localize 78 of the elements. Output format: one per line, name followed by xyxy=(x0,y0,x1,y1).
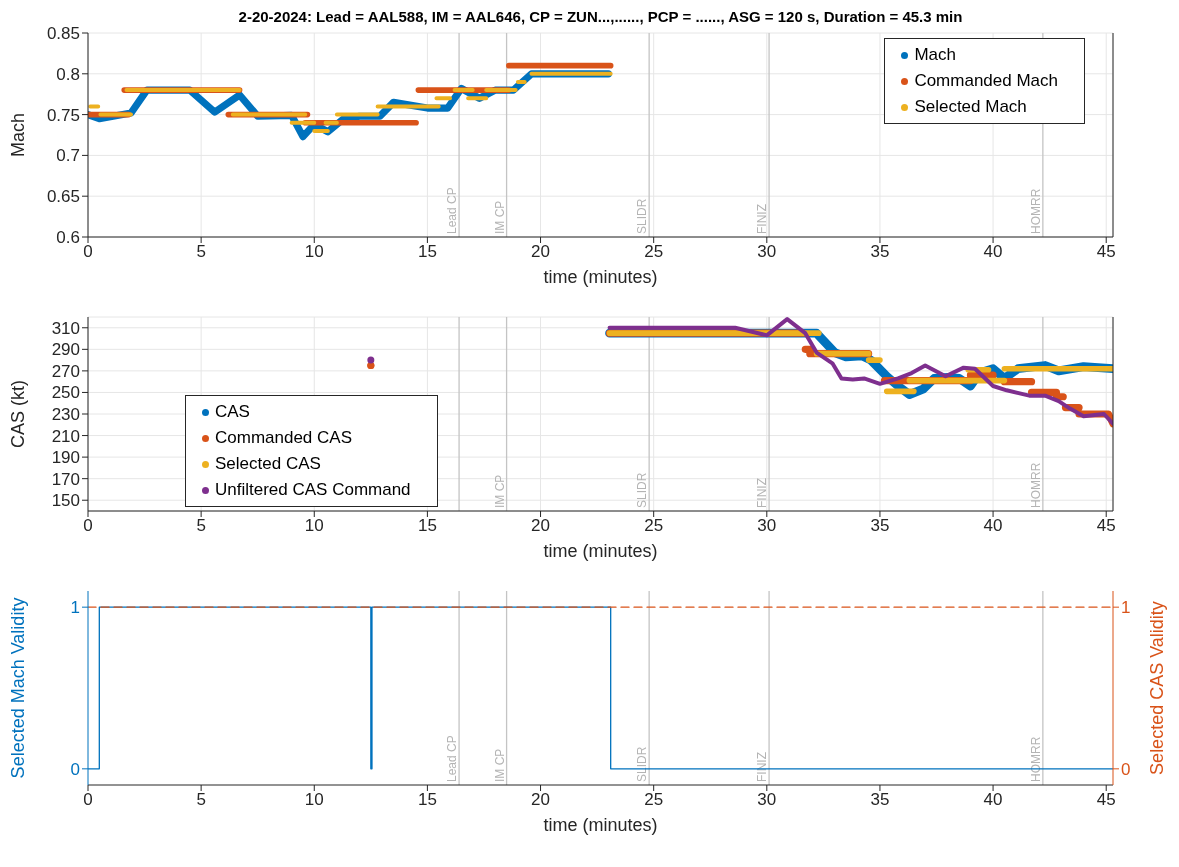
x-tick-label: 5 xyxy=(196,516,206,536)
x-tick-label: 0 xyxy=(83,516,93,536)
x-tick-label: 45 xyxy=(1096,242,1116,262)
x-tick-label: 20 xyxy=(531,242,550,262)
y-tick-label: 0.85 xyxy=(46,24,80,44)
x-tick-label: 45 xyxy=(1096,790,1116,810)
legend-label: Commanded CAS xyxy=(215,428,353,447)
x-tick-label: 20 xyxy=(531,516,550,536)
ref-line-label: FINIZ xyxy=(755,752,770,782)
y-tick-label: 270 xyxy=(51,361,80,381)
x-tick-label: 30 xyxy=(757,242,777,262)
x-tick-label: 20 xyxy=(531,790,550,810)
y-axis-title: CAS (kt) xyxy=(8,379,29,449)
legend-label: Selected Mach xyxy=(914,97,1027,116)
y-tick-label: 150 xyxy=(51,491,80,511)
ref-line-label: SLIDR xyxy=(635,746,650,782)
ref-line-label: Lead CP xyxy=(445,187,460,234)
y-axis-title: Mach xyxy=(8,112,29,158)
legend-label: Selected CAS xyxy=(215,454,321,473)
x-tick-label: 40 xyxy=(983,516,1003,536)
y-tick-label: 0.65 xyxy=(46,187,80,207)
ref-line-label: IM CP xyxy=(492,200,507,234)
x-axis-title: time (minutes) xyxy=(543,541,658,561)
legend-label: CAS xyxy=(215,402,250,421)
y-tick-label: 190 xyxy=(51,448,80,468)
y-tick-label: 0.6 xyxy=(56,228,80,248)
y-tick-label: 0 xyxy=(70,759,80,779)
x-tick-label: 25 xyxy=(644,790,664,810)
y-tick-label: 230 xyxy=(51,405,80,425)
x-tick-label: 30 xyxy=(757,516,777,536)
x-tick-label: 15 xyxy=(417,242,437,262)
x-axis-title: time (minutes) xyxy=(543,815,658,835)
y2-tick-label: 0 xyxy=(1121,759,1131,779)
x-tick-label: 15 xyxy=(417,516,437,536)
ref-line-label: IM CP xyxy=(492,474,507,508)
y2-tick-label: 1 xyxy=(1121,598,1131,618)
x-tick-label: 25 xyxy=(644,242,664,262)
y-tick-label: 1 xyxy=(70,598,80,618)
ref-line-label: HOMRR xyxy=(1028,188,1043,234)
y-tick-label: 250 xyxy=(51,383,80,403)
ref-line-label: IM CP xyxy=(492,748,507,782)
x-tick-label: 35 xyxy=(870,790,890,810)
chart-title: 2-20-2024: Lead = AAL588, IM = AAL646, CP = ZUN...,......, PCP = ......, ASG = 120 s, Duration = 45.3 min xyxy=(237,8,964,25)
x-tick-label: 25 xyxy=(644,516,664,536)
y2-axis-title: Selected CAS Validity xyxy=(1147,601,1168,775)
y-tick-label: 290 xyxy=(51,340,80,360)
x-tick-label: 0 xyxy=(83,242,93,262)
ref-line-label: HOMRR xyxy=(1028,736,1043,782)
legend-label: Mach xyxy=(914,45,956,64)
x-tick-label: 35 xyxy=(870,516,890,536)
ref-line-label: SLIDR xyxy=(635,472,650,508)
y-tick-label: 210 xyxy=(51,426,80,446)
x-tick-label: 5 xyxy=(196,242,206,262)
y-tick-label: 0.8 xyxy=(56,64,80,84)
x-tick-label: 35 xyxy=(870,242,890,262)
y-tick-label: 170 xyxy=(51,469,80,489)
x-tick-label: 40 xyxy=(983,790,1003,810)
ref-line-label: FINIZ xyxy=(755,478,770,508)
y-tick-label: 0.7 xyxy=(56,146,80,166)
legend-label: Commanded Mach xyxy=(914,71,1058,90)
x-tick-label: 10 xyxy=(304,790,324,810)
legend-label: Unfiltered CAS Command xyxy=(215,480,411,499)
x-tick-label: 15 xyxy=(417,790,437,810)
x-tick-label: 40 xyxy=(983,242,1003,262)
x-tick-label: 10 xyxy=(304,516,324,536)
y-axis-title: Selected Mach Validity xyxy=(8,597,29,779)
x-tick-label: 10 xyxy=(304,242,324,262)
ref-line-label: HOMRR xyxy=(1028,462,1043,508)
y-tick-label: 310 xyxy=(51,318,80,338)
x-axis-title: time (minutes) xyxy=(543,267,658,287)
y-tick-label: 0.75 xyxy=(46,105,80,125)
ref-line-label: SLIDR xyxy=(635,198,650,234)
x-tick-label: 5 xyxy=(196,790,206,810)
x-tick-label: 0 xyxy=(83,790,93,810)
x-tick-label: 30 xyxy=(757,790,777,810)
ref-line-label: FINIZ xyxy=(755,204,770,234)
ref-line-label: Lead CP xyxy=(445,735,460,782)
x-tick-label: 45 xyxy=(1096,516,1116,536)
